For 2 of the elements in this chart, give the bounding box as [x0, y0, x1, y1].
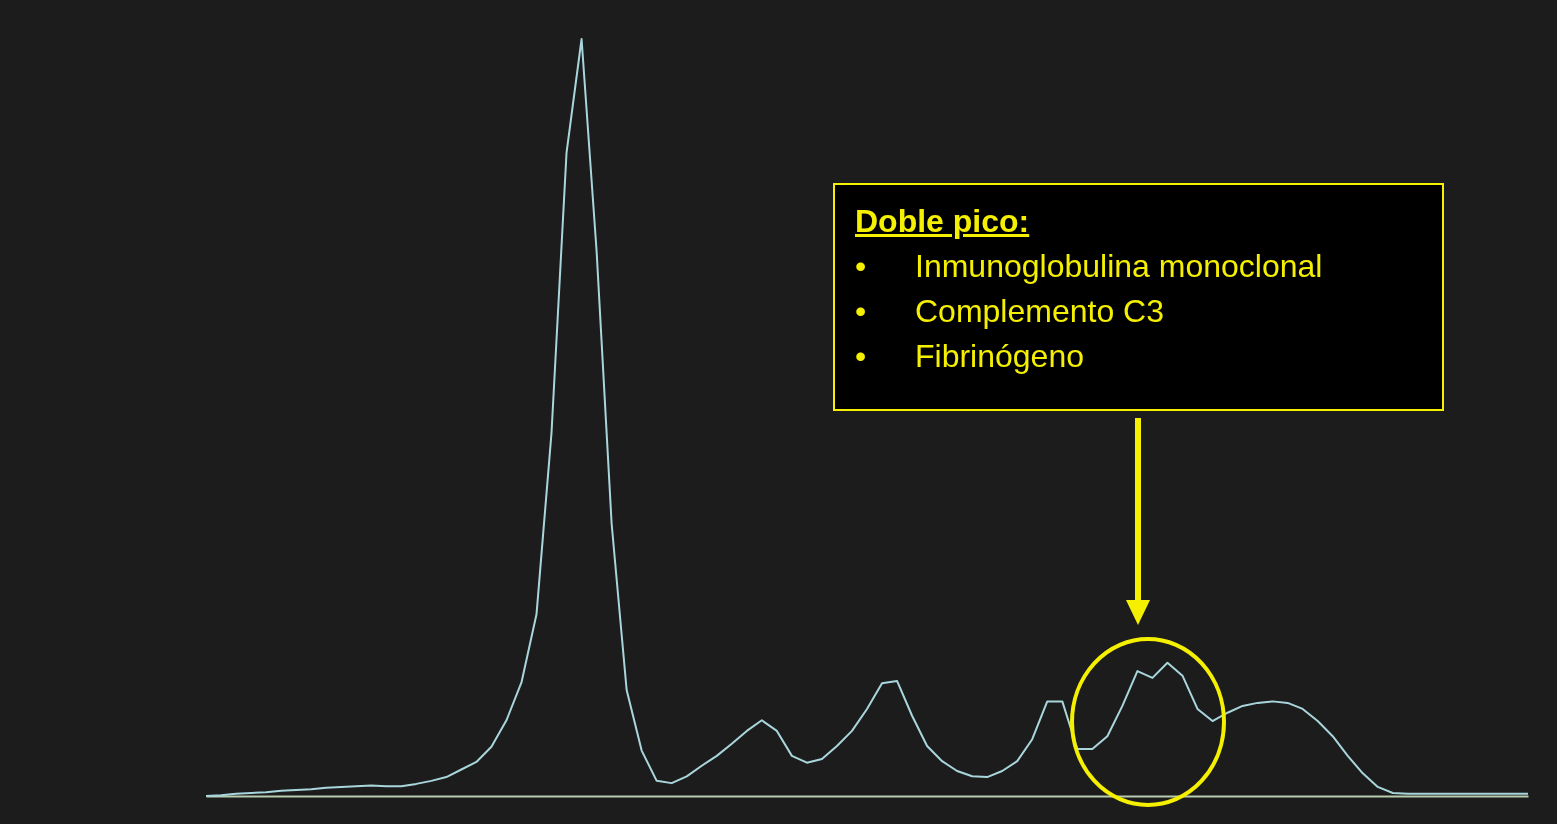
callout-box: Doble pico: • Inmunoglobulina monoclonal • Complemento C3 • Fibrinógeno: [833, 183, 1444, 411]
annotation: Doble pico:: [855, 203, 1031, 240]
